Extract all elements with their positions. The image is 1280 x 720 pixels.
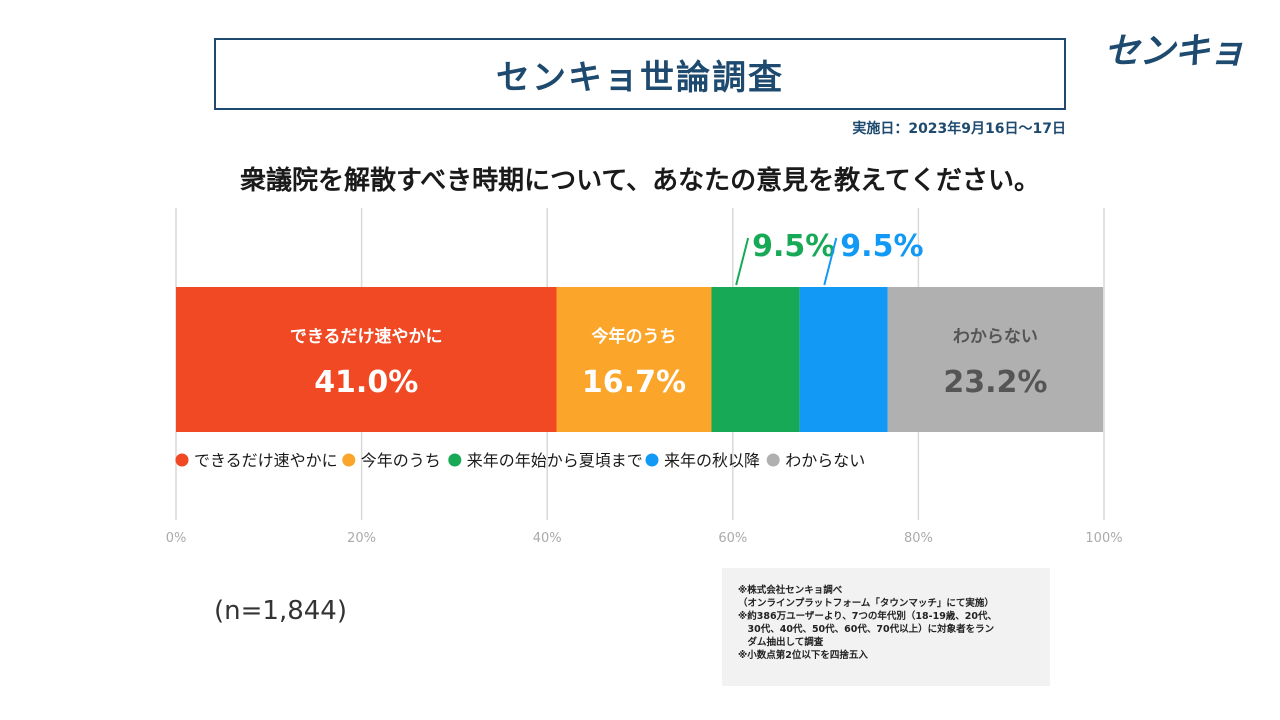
note-line: ※小数点第2位以下を四捨五入	[738, 650, 868, 661]
leader-line	[735, 237, 750, 286]
data-label: 41.0%	[314, 365, 418, 400]
senkyo-logo: センキョ	[1094, 22, 1254, 74]
legend-entry: できるだけ速やかに	[194, 451, 338, 470]
x-tick-label: 60%	[718, 531, 747, 546]
x-tick-label: 40%	[533, 531, 562, 546]
legend-marker	[766, 453, 780, 467]
bar-segment	[556, 287, 712, 432]
data-label: 16.7%	[582, 365, 686, 400]
x-tick-label: 100%	[1085, 531, 1122, 546]
page-title: センキョ世論調査	[496, 57, 784, 98]
legend-entry: 今年のうち	[361, 451, 441, 470]
notes-box: ※株式会社センキョ調べ （オンラインプラットフォーム「タウンマッチ」にて実施） …	[722, 568, 1050, 686]
segment-name: 今年のうち	[591, 326, 676, 347]
legend-marker	[448, 453, 462, 467]
title-box: センキョ世論調査	[214, 38, 1066, 110]
note-line: 30代、40代、50代、60代、70代以上）に対象者をラン	[738, 624, 995, 635]
legend-entry: 来年の秋以降	[664, 451, 760, 470]
sample-size: (n=1,844)	[214, 596, 347, 626]
data-label: 9.5%	[840, 229, 923, 264]
legend-entry: 来年の年始から夏頃まで	[467, 451, 643, 470]
logo-text: センキョ	[1103, 31, 1245, 72]
x-tick-label: 0%	[166, 531, 187, 546]
segment-name: できるだけ速やかに	[290, 326, 443, 347]
legend-marker	[645, 453, 659, 467]
x-tick-label: 80%	[904, 531, 933, 546]
bar-segment	[799, 287, 888, 432]
note-line: ※株式会社センキョ調べ	[738, 585, 843, 596]
segment-name: わからない	[953, 327, 1038, 347]
note-line: ダム抽出して調査	[738, 637, 824, 648]
note-line: （オンラインプラットフォーム「タウンマッチ」にて実施）	[738, 598, 994, 609]
survey-date: 実施日：2023年9月16日～17日	[852, 121, 1066, 137]
survey-question: 衆議院を解散すべき時期について、あなたの意見を教えてください。	[239, 166, 1041, 196]
legend-marker	[342, 453, 356, 467]
bar-segment	[887, 287, 1104, 432]
data-label: 9.5%	[752, 229, 835, 264]
x-tick-label: 20%	[347, 531, 376, 546]
bar-segment	[176, 287, 557, 432]
leader-line	[823, 237, 838, 286]
legend-marker	[175, 453, 189, 467]
bar-segment	[711, 287, 800, 432]
data-label: 23.2%	[943, 365, 1047, 400]
legend-entry: わからない	[785, 451, 865, 470]
note-line: ※約386万ユーザーより、7つの年代別（18-19歳、20代、	[738, 611, 998, 622]
